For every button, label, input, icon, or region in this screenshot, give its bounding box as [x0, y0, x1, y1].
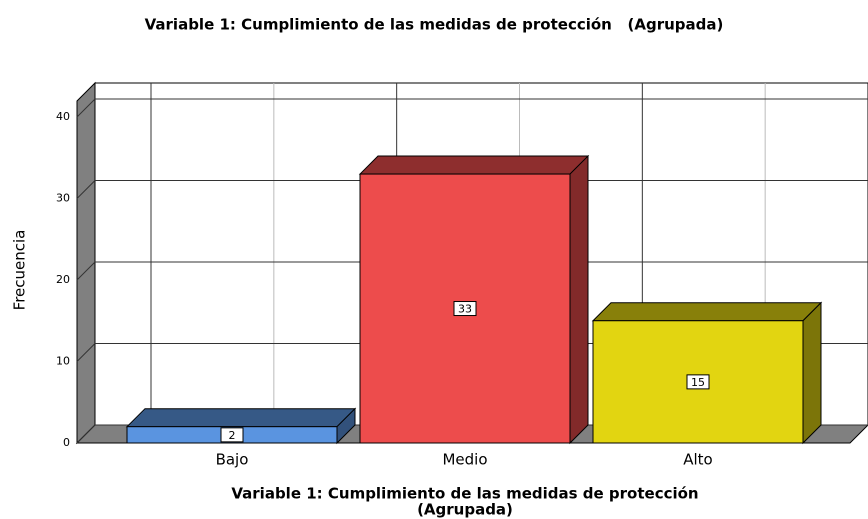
x-axis-title: Variable 1: Cumplimiento de las medidas … [231, 485, 698, 503]
left-wall [76, 81, 96, 445]
y-tick-label: 10 [56, 355, 70, 368]
x-axis-title: (Agrupada) [417, 501, 513, 519]
bar-top [125, 408, 357, 428]
grid-line [76, 424, 96, 444]
bar-side [569, 154, 589, 445]
data-label: 15 [691, 376, 705, 389]
y-tick-label: 20 [56, 273, 70, 286]
data-label: 2 [229, 429, 236, 442]
bar-top [591, 302, 823, 322]
grid-line [76, 98, 96, 118]
grid-line [76, 261, 96, 281]
data-label: 33 [458, 303, 472, 316]
x-tick-label: Medio [442, 451, 487, 469]
y-axis-title: Frecuencia [11, 230, 29, 311]
grid-line [76, 180, 96, 199]
y-tick-label: 40 [56, 110, 70, 123]
bar-top [358, 155, 590, 175]
data-label-box [686, 374, 710, 390]
y-tick-label: 30 [56, 192, 70, 205]
chart-title: Variable 1: Cumplimiento de las medidas … [145, 16, 724, 34]
x-tick-label: Alto [683, 451, 713, 469]
bar-side [802, 301, 822, 445]
data-label-box [220, 427, 244, 443]
data-label-box [453, 301, 477, 317]
x-tick-label: Bajo [216, 451, 249, 469]
y-tick-label: 0 [63, 436, 70, 449]
grid-line [76, 343, 96, 362]
